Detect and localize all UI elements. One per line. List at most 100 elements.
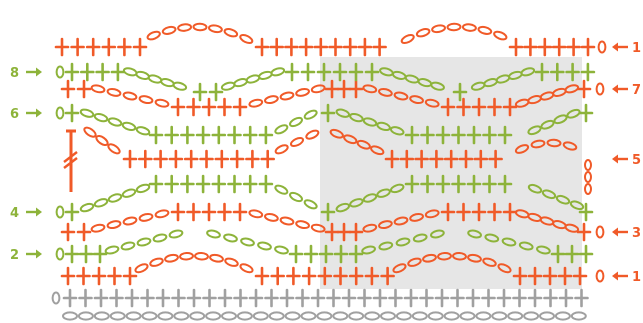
chain-stitch bbox=[264, 95, 279, 105]
arrow-head bbox=[612, 42, 618, 52]
double-crochet-stitch bbox=[217, 97, 232, 117]
chain-stitch bbox=[349, 112, 364, 123]
turning-chain bbox=[584, 183, 592, 195]
chain-stitch bbox=[224, 257, 239, 267]
double-crochet-stitch bbox=[227, 174, 242, 194]
chain-stitch bbox=[424, 98, 440, 108]
chain-stitch bbox=[343, 134, 358, 145]
double-crochet-stitch bbox=[512, 288, 527, 308]
double-crochet-stitch bbox=[254, 37, 270, 57]
double-crochet-stitch bbox=[248, 288, 264, 308]
double-crochet-stitch bbox=[523, 37, 538, 57]
chain-stitch bbox=[395, 311, 412, 321]
chain-stitch bbox=[467, 229, 482, 239]
double-crochet-stitch bbox=[284, 37, 299, 57]
double-crochet-stitch bbox=[435, 125, 451, 145]
double-crochet-stitch bbox=[320, 202, 336, 222]
chain-stitch bbox=[268, 311, 285, 321]
chain-stitch bbox=[172, 81, 188, 91]
chain-stitch bbox=[248, 209, 264, 219]
chain-stitch bbox=[279, 91, 295, 101]
double-crochet-stitch bbox=[452, 82, 468, 102]
row-number-right: 5 bbox=[632, 153, 641, 168]
double-crochet-stitch bbox=[487, 97, 502, 117]
double-crochet-stitch bbox=[576, 222, 592, 242]
chain-stitch bbox=[189, 311, 206, 321]
double-crochet-stitch bbox=[122, 266, 138, 286]
chain-stitch bbox=[154, 209, 170, 219]
chain-stitch bbox=[289, 136, 305, 148]
chain-stitch bbox=[541, 189, 557, 200]
chain-stitch bbox=[389, 183, 405, 194]
double-crochet-stitch bbox=[201, 202, 217, 222]
chain-stitch bbox=[555, 194, 571, 205]
chain-stitch bbox=[482, 257, 497, 267]
double-crochet-stitch bbox=[229, 149, 245, 169]
chain-stitch bbox=[138, 212, 154, 222]
double-crochet-stitch bbox=[78, 288, 93, 308]
chain-stitch bbox=[430, 229, 445, 239]
double-crochet-stitch bbox=[318, 244, 334, 264]
double-crochet-stitch bbox=[76, 266, 91, 286]
double-crochet-stitch bbox=[242, 174, 258, 194]
double-crochet-stitch bbox=[180, 174, 195, 194]
chain-stitch bbox=[539, 311, 555, 321]
arrow-head bbox=[36, 108, 42, 118]
chain-stitch bbox=[240, 237, 255, 247]
double-crochet-stitch bbox=[164, 125, 179, 145]
double-crochet-stitch bbox=[258, 174, 274, 194]
chain-stitch bbox=[376, 121, 391, 132]
double-crochet-stitch bbox=[466, 125, 482, 145]
chain-stitch bbox=[141, 311, 158, 321]
double-crochet-stitch bbox=[578, 202, 594, 222]
chain-stitch bbox=[192, 22, 208, 32]
double-crochet-stitch bbox=[284, 62, 300, 82]
double-crochet-stitch bbox=[148, 174, 164, 194]
double-crochet-stitch bbox=[264, 288, 279, 308]
double-crochet-stitch bbox=[558, 288, 574, 308]
chain-stitch bbox=[106, 220, 122, 230]
start-chain-ring bbox=[595, 225, 605, 239]
double-crochet-stitch bbox=[199, 149, 214, 169]
double-crochet-stitch bbox=[64, 103, 80, 123]
arrow-icon bbox=[612, 227, 628, 237]
double-crochet-stitch bbox=[443, 149, 459, 169]
double-crochet-stitch bbox=[109, 288, 124, 308]
chain-stitch bbox=[497, 263, 512, 274]
arrow-icon bbox=[26, 67, 42, 77]
start-chain-ring bbox=[55, 205, 65, 219]
double-crochet-stitch bbox=[298, 37, 314, 57]
chain-stitch bbox=[209, 253, 224, 263]
chain-stitch bbox=[154, 98, 170, 108]
double-crochet-stitch bbox=[440, 202, 456, 222]
double-crochet-stitch bbox=[364, 266, 380, 286]
arrow-head bbox=[36, 67, 42, 77]
double-crochet-stitch bbox=[54, 37, 70, 57]
chain-stitch bbox=[316, 311, 333, 321]
chain-stitch bbox=[79, 108, 95, 118]
double-crochet-stitch bbox=[404, 174, 420, 194]
chain-stitch bbox=[77, 311, 94, 321]
double-crochet-stitch bbox=[317, 266, 333, 286]
chain-stitch bbox=[467, 253, 482, 263]
double-crochet-stitch bbox=[566, 37, 581, 57]
double-crochet-stitch bbox=[420, 125, 435, 145]
chain-stitch bbox=[122, 91, 138, 101]
double-crochet-stitch bbox=[107, 266, 122, 286]
double-crochet-stitch bbox=[310, 288, 326, 308]
double-crochet-stitch bbox=[576, 79, 592, 99]
chain-stitch bbox=[415, 28, 431, 38]
chain-stitch bbox=[206, 229, 221, 239]
chain-stitch bbox=[554, 311, 571, 321]
chain-stitch bbox=[491, 311, 508, 321]
double-crochet-stitch bbox=[258, 125, 274, 145]
double-crochet-stitch bbox=[471, 202, 487, 222]
chain-stitch bbox=[443, 311, 460, 321]
chain-stitch bbox=[393, 91, 409, 101]
double-crochet-stitch bbox=[186, 202, 201, 222]
chain-stitch bbox=[135, 70, 150, 80]
double-crochet-stitch bbox=[124, 288, 140, 308]
chain-stitch bbox=[393, 216, 409, 226]
double-crochet-stitch bbox=[76, 222, 92, 242]
double-crochet-stitch bbox=[333, 266, 348, 286]
